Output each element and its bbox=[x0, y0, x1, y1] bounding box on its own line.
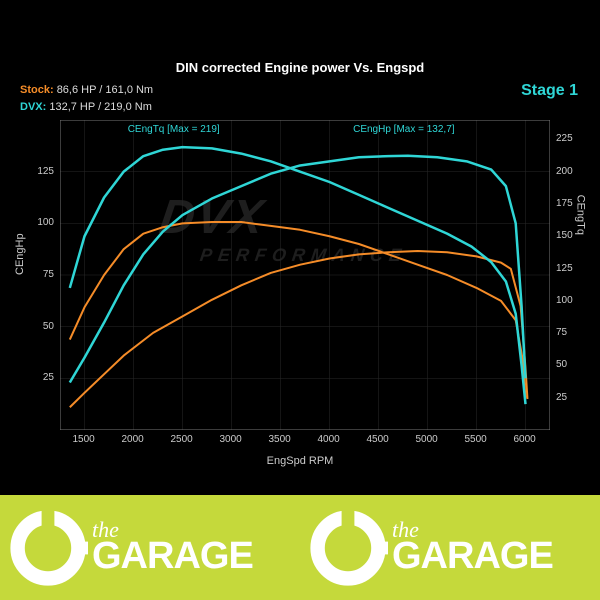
legend-dvx: DVX: 132,7 HP / 219,0 Nm bbox=[20, 99, 153, 116]
xtick: 5500 bbox=[465, 434, 487, 445]
wrench-icon bbox=[8, 508, 88, 588]
ytick-left: 100 bbox=[37, 217, 54, 228]
ytick-left: 125 bbox=[37, 166, 54, 177]
xtick: 4500 bbox=[367, 434, 389, 445]
ytick-right: 175 bbox=[556, 198, 573, 209]
xtick: 2500 bbox=[171, 434, 193, 445]
logo-block-2: the GARAGE bbox=[300, 495, 600, 600]
ytick-right: 25 bbox=[556, 392, 567, 403]
dyno-chart: DIN corrected Engine power Vs. Engspd St… bbox=[0, 0, 600, 495]
chart-annotation: CEngTq [Max = 219] bbox=[128, 124, 220, 135]
logo-text-2: the GARAGE bbox=[392, 521, 553, 575]
xtick: 6000 bbox=[514, 434, 536, 445]
ytick-right: 50 bbox=[556, 359, 567, 370]
xtick: 1500 bbox=[73, 434, 95, 445]
legend-stock-value: 86,6 HP / 161,0 Nm bbox=[57, 84, 153, 96]
logo-garage-2: GARAGE bbox=[392, 538, 553, 574]
ytick-right: 75 bbox=[556, 327, 567, 338]
chart-annotation: CEngHp [Max = 132,7] bbox=[353, 124, 454, 135]
logo-garage-1: GARAGE bbox=[92, 538, 253, 574]
y-axis-right-label: CEngTq bbox=[574, 195, 586, 235]
logo-text-1: the GARAGE bbox=[92, 521, 253, 575]
ytick-right: 200 bbox=[556, 166, 573, 177]
xtick: 4000 bbox=[318, 434, 340, 445]
xtick: 3000 bbox=[220, 434, 242, 445]
logo-block-1: the GARAGE bbox=[0, 495, 300, 600]
stage-label: Stage 1 bbox=[521, 82, 578, 100]
x-axis-label: EngSpd RPM bbox=[0, 455, 600, 467]
chart-svg bbox=[60, 120, 550, 430]
legend-stock-label: Stock: bbox=[20, 84, 54, 96]
legend-dvx-label: DVX: bbox=[20, 101, 46, 113]
ytick-left: 50 bbox=[43, 321, 54, 332]
ytick-right: 150 bbox=[556, 230, 573, 241]
chart-title: DIN corrected Engine power Vs. Engspd bbox=[0, 60, 600, 75]
plot-area bbox=[60, 120, 550, 430]
ytick-right: 225 bbox=[556, 133, 573, 144]
chart-legend: Stock: 86,6 HP / 161,0 Nm DVX: 132,7 HP … bbox=[20, 82, 153, 115]
y-axis-left-label: CEngHp bbox=[14, 233, 26, 275]
xtick: 5000 bbox=[416, 434, 438, 445]
ytick-left: 75 bbox=[43, 269, 54, 280]
ytick-right: 100 bbox=[556, 295, 573, 306]
ytick-left: 25 bbox=[43, 372, 54, 383]
xtick: 2000 bbox=[122, 434, 144, 445]
xtick: 3500 bbox=[269, 434, 291, 445]
ytick-right: 125 bbox=[556, 263, 573, 274]
wrench-icon bbox=[308, 508, 388, 588]
footer-logo-bar: the GARAGE the GARAGE bbox=[0, 495, 600, 600]
legend-stock: Stock: 86,6 HP / 161,0 Nm bbox=[20, 82, 153, 99]
legend-dvx-value: 132,7 HP / 219,0 Nm bbox=[49, 101, 152, 113]
